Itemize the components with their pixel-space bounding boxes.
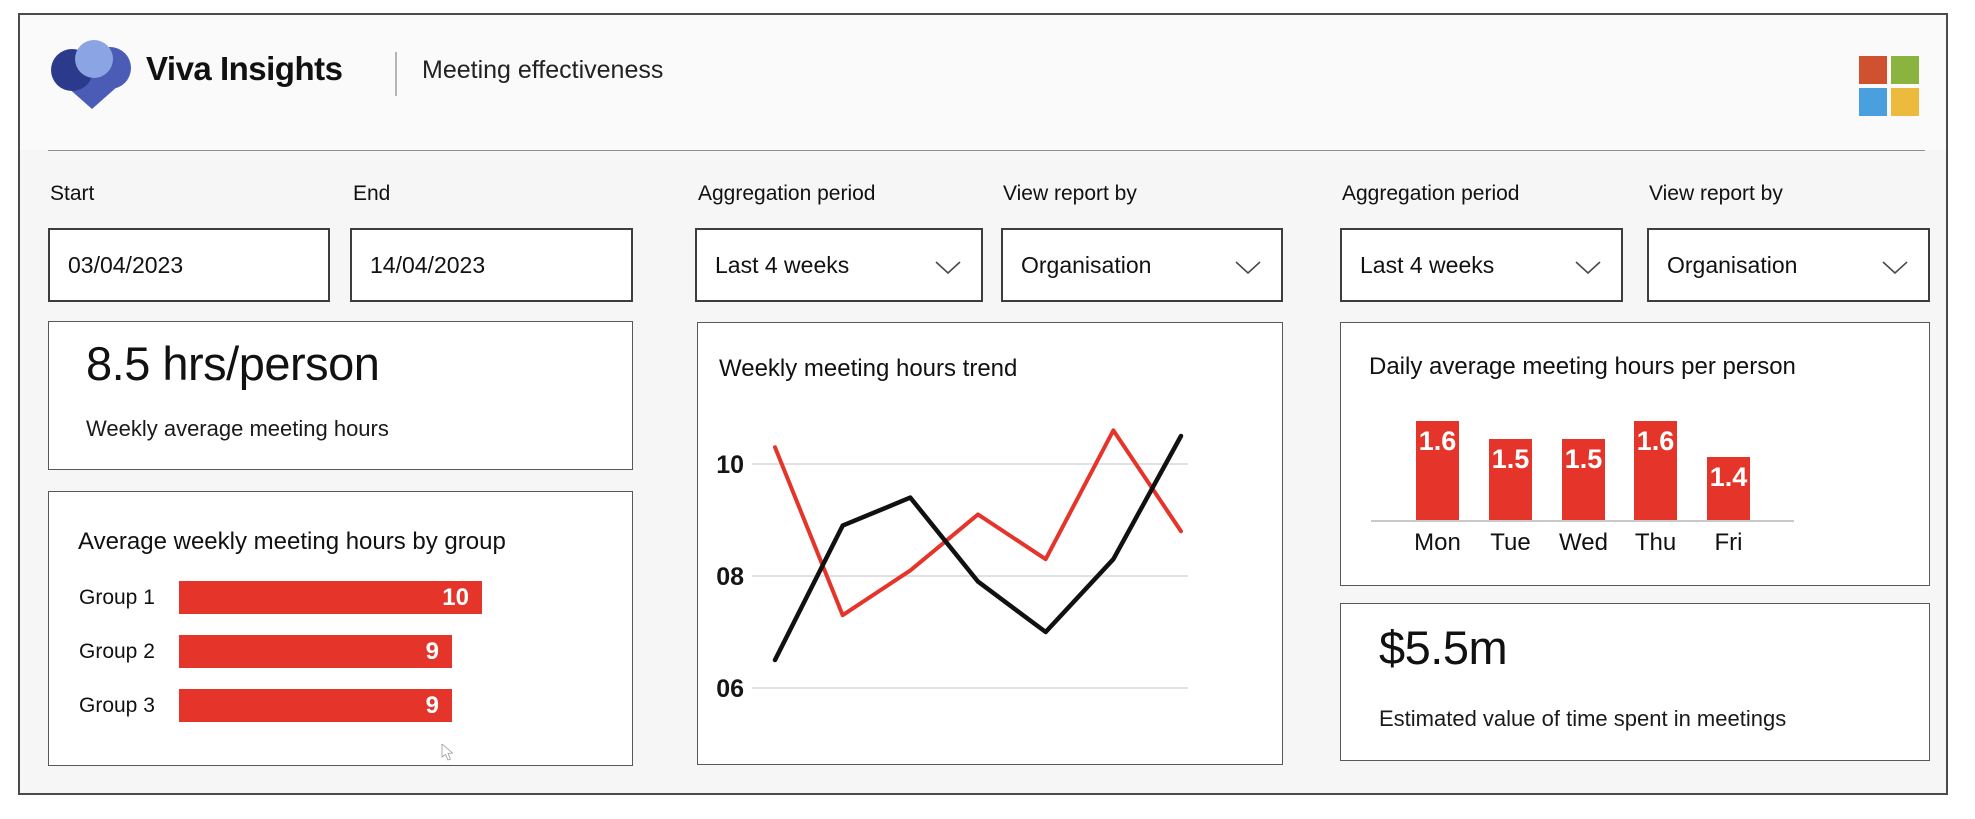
ms-square-green xyxy=(1891,56,1919,84)
aggregation-period-select[interactable]: Last 4 weeks xyxy=(695,228,983,302)
view-report-by-select[interactable]: Organisation xyxy=(1001,228,1283,302)
view-report-by-value: Organisation xyxy=(1021,251,1152,278)
daily-hours-chart-card: Daily average meeting hours per person 1… xyxy=(1340,322,1930,586)
daily-bar-value: 1.5 xyxy=(1491,444,1530,474)
daily-bar-value: 1.5 xyxy=(1564,444,1603,474)
group-chart-title: Average weekly meeting hours by group xyxy=(78,528,506,555)
aggregation-period-label: Aggregation period xyxy=(698,182,876,205)
daily-bar-value: 1.4 xyxy=(1709,462,1748,492)
daily-bar[interactable]: 1.4 xyxy=(1707,457,1750,520)
trend-line-red-series[interactable] xyxy=(773,428,1183,618)
daily-day-label: Mon xyxy=(1414,529,1461,556)
start-date-input[interactable] xyxy=(48,228,330,302)
daily-day-label: Thu xyxy=(1634,529,1677,556)
daily-chart-title: Daily average meeting hours per person xyxy=(1369,353,1796,380)
daily-bar-value: 1.6 xyxy=(1636,426,1675,456)
view-report-by-value-2: Organisation xyxy=(1667,251,1798,278)
group-hours-chart-card: Average weekly meeting hours by group Gr… xyxy=(48,491,633,766)
header xyxy=(20,15,1946,150)
kpi-weekly-value: 8.5 hrs/person xyxy=(86,337,380,390)
ms-square-yellow xyxy=(1891,88,1919,116)
trend-ytick-label: 06 xyxy=(716,675,744,703)
ms-square-blue xyxy=(1859,88,1887,116)
daily-bar[interactable]: 1.6 xyxy=(1416,421,1459,520)
daily-bar-value: 1.6 xyxy=(1418,426,1457,456)
trend-chart-card: Weekly meeting hours trend 10 08 06 xyxy=(697,322,1283,765)
view-report-by-label-2: View report by xyxy=(1649,182,1783,205)
kpi-cost-value: $5.5m xyxy=(1379,621,1508,674)
trend-ytick-label: 08 xyxy=(716,563,744,591)
kpi-card-weekly-hours: 8.5 hrs/person Weekly average meeting ho… xyxy=(48,321,633,470)
group-bar[interactable]: 10 xyxy=(179,581,482,614)
chevron-down-icon xyxy=(1575,261,1601,274)
view-report-by-label: View report by xyxy=(1003,182,1137,205)
group-bar-value: 10 xyxy=(442,584,469,611)
daily-day-label: Fri xyxy=(1714,529,1743,556)
aggregation-period-label-2: Aggregation period xyxy=(1342,182,1520,205)
group-bar[interactable]: 9 xyxy=(179,689,452,722)
start-date-label: Start xyxy=(50,182,95,205)
aggregation-period-select-2[interactable]: Last 4 weeks xyxy=(1340,228,1623,302)
daily-day-label: Tue xyxy=(1490,529,1531,556)
chevron-down-icon xyxy=(935,261,961,274)
viva-insights-logo-icon xyxy=(51,40,131,109)
microsoft-logo-icon xyxy=(1859,56,1919,116)
trend-line-black-series[interactable] xyxy=(772,433,1184,663)
page-title: Meeting effectiveness xyxy=(422,56,664,84)
app-title: Viva Insights xyxy=(146,50,343,87)
daily-bar[interactable]: 1.5 xyxy=(1489,439,1532,520)
daily-chart-axis-line xyxy=(1371,520,1794,522)
header-divider xyxy=(48,150,1925,151)
group-bar[interactable]: 9 xyxy=(179,635,452,668)
trend-chart-plot[interactable]: 10 08 06 xyxy=(698,323,1282,764)
daily-bar[interactable]: 1.6 xyxy=(1634,421,1677,520)
daily-bar[interactable]: 1.5 xyxy=(1562,439,1605,520)
chevron-down-icon xyxy=(1882,261,1908,274)
group-bar-label: Group 2 xyxy=(79,640,155,663)
kpi-card-meeting-cost: $5.5m Estimated value of time spent in m… xyxy=(1340,603,1930,761)
end-date-input[interactable] xyxy=(350,228,633,302)
end-date-label: End xyxy=(353,182,391,205)
aggregation-period-value: Last 4 weeks xyxy=(715,251,850,278)
kpi-cost-caption: Estimated value of time spent in meeting… xyxy=(1379,706,1787,731)
group-bar-value: 9 xyxy=(425,692,439,719)
trend-ytick-label: 10 xyxy=(716,451,744,479)
aggregation-period-value-2: Last 4 weeks xyxy=(1360,251,1495,278)
group-bar-label: Group 1 xyxy=(79,586,155,609)
group-bar-value: 9 xyxy=(425,638,439,665)
ms-square-red xyxy=(1859,56,1887,84)
trend-chart-title: Weekly meeting hours trend xyxy=(719,355,1018,382)
chevron-down-icon xyxy=(1235,261,1261,274)
mouse-cursor xyxy=(441,744,454,761)
daily-day-label: Wed xyxy=(1559,529,1608,556)
title-divider xyxy=(395,52,397,96)
group-bar-label: Group 3 xyxy=(79,694,155,717)
view-report-by-select-2[interactable]: Organisation xyxy=(1647,228,1930,302)
kpi-weekly-caption: Weekly average meeting hours xyxy=(86,416,389,441)
